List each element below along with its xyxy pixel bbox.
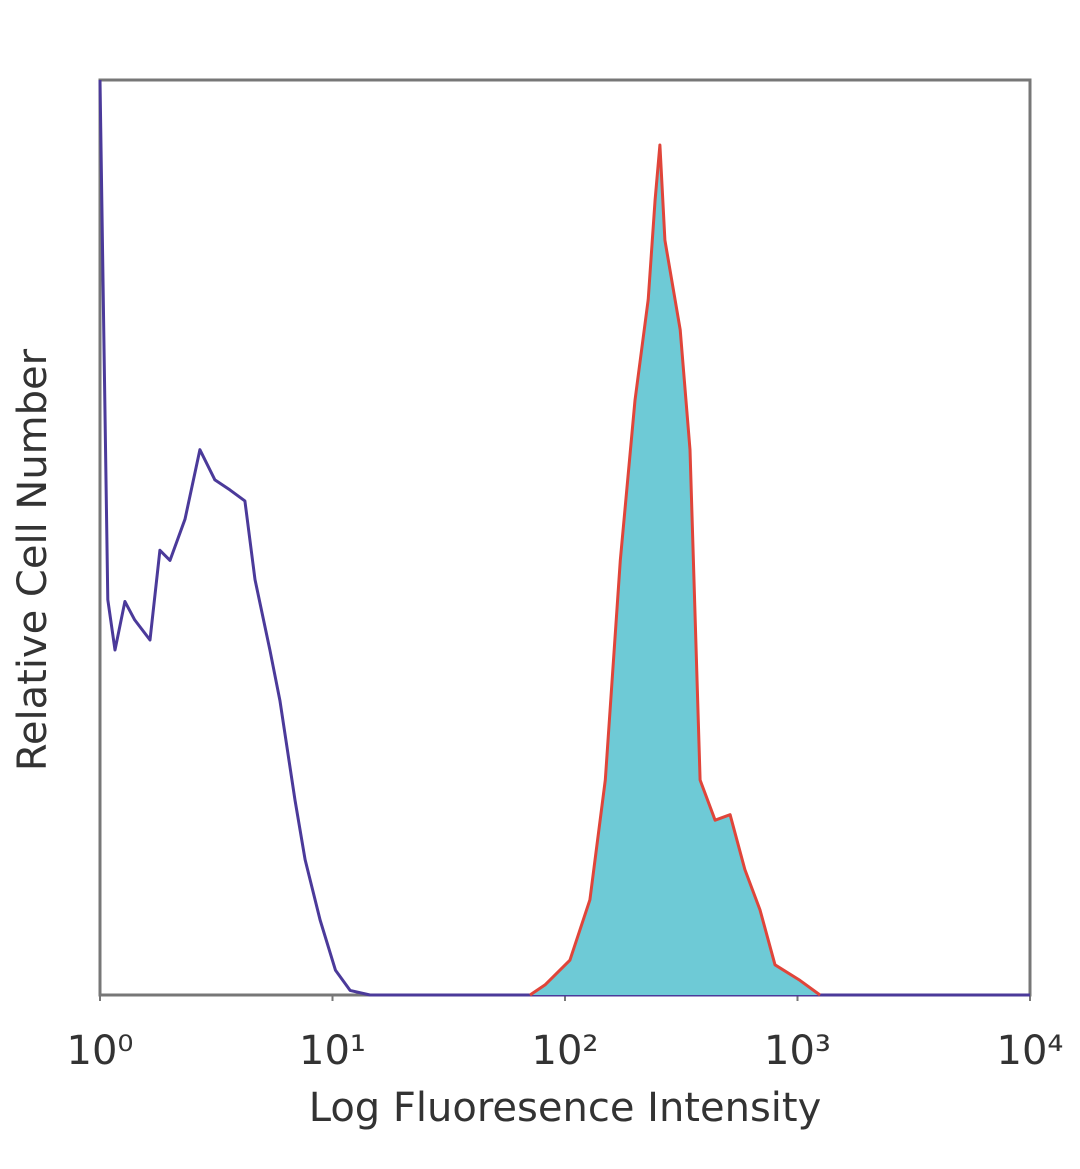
plot-frame — [98, 78, 1032, 997]
x-tick-label: 10¹ — [299, 1028, 366, 1074]
x-axis-label: Log Fluoresence Intensity — [309, 1085, 822, 1131]
area — [529, 145, 821, 995]
line — [98, 79, 1030, 997]
x-tick-label: 10³ — [764, 1028, 831, 1074]
line — [529, 143, 821, 997]
y-axis-label: Relative Cell Number — [10, 348, 56, 771]
x-tick-label: 10⁰ — [67, 1028, 134, 1074]
x-tick-label: 10⁴ — [997, 1028, 1064, 1074]
x-tick-label: 10² — [532, 1028, 599, 1074]
